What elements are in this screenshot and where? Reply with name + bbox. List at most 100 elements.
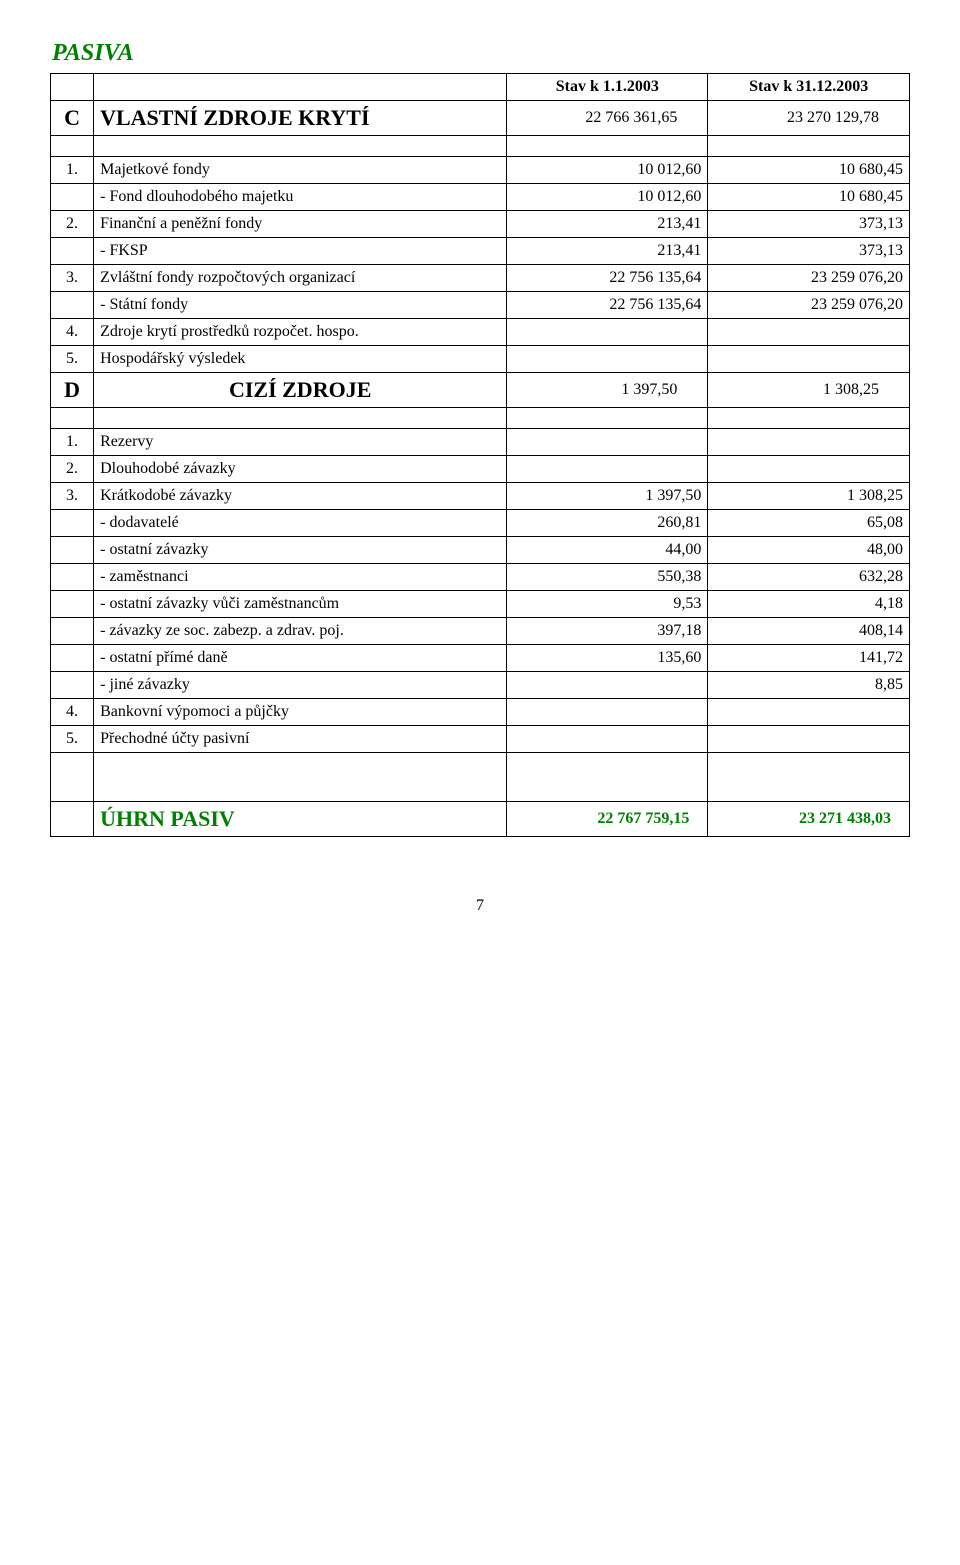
row-value-1 [507,699,708,726]
row-value-1: 10 012,60 [507,184,708,211]
row-value-2: 23 259 076,20 [708,265,910,292]
total-row: ÚHRN PASIV 22 767 759,15 23 271 438,03 [51,802,910,837]
row-number: 3. [51,265,94,292]
row-value-1: 397,18 [507,618,708,645]
header-empty-2 [94,74,507,101]
row-value-1: 135,60 [507,645,708,672]
balance-table: Stav k 1.1.2003 Stav k 31.12.2003 C VLAS… [50,73,910,837]
section-d-label: CIZÍ ZDROJE [94,373,507,408]
row-value-1 [507,726,708,753]
row-value-2 [708,319,910,346]
table-row: - Státní fondy22 756 135,6423 259 076,20 [51,292,910,319]
row-value-1 [507,456,708,483]
table-row: 4.Zdroje krytí prostředků rozpočet. hosp… [51,319,910,346]
row-value-2: 65,08 [708,510,910,537]
spacer-row [51,408,910,429]
table-row: - ostatní závazky vůči zaměstnancům9,534… [51,591,910,618]
header-col-1: Stav k 1.1.2003 [507,74,708,101]
row-number [51,238,94,265]
row-value-2: 10 680,45 [708,184,910,211]
row-number [51,510,94,537]
row-value-2: 1 308,25 [708,483,910,510]
table-row: - jiné závazky 8,85 [51,672,910,699]
section-c-label: VLASTNÍ ZDROJE KRYTÍ [94,101,507,136]
header-col-2: Stav k 31.12.2003 [708,74,910,101]
page: PASIVA Stav k 1.1.2003 Stav k 31.12.2003… [50,40,910,915]
row-number [51,537,94,564]
row-label: - závazky ze soc. zabezp. a zdrav. poj. [94,618,507,645]
table-header-row: Stav k 1.1.2003 Stav k 31.12.2003 [51,74,910,101]
spacer-row [51,136,910,157]
row-label: Hospodářský výsledek [94,346,507,373]
row-value-1: 213,41 [507,238,708,265]
row-value-2: 373,13 [708,238,910,265]
row-number: 2. [51,456,94,483]
row-value-1: 550,38 [507,564,708,591]
row-label: Přechodné účty pasivní [94,726,507,753]
row-label: Zvláštní fondy rozpočtových organizací [94,265,507,292]
row-value-1: 10 012,60 [507,157,708,184]
row-value-2 [708,456,910,483]
row-value-2: 141,72 [708,645,910,672]
spacer-row [51,753,910,802]
table-row: 5.Přechodné účty pasivní [51,726,910,753]
total-v1: 22 767 759,15 [507,802,708,837]
row-value-2: 632,28 [708,564,910,591]
table-row: - ostatní přímé daně135,60141,72 [51,645,910,672]
row-label: - ostatní závazky [94,537,507,564]
total-empty [51,802,94,837]
section-d-v2: 1 308,25 [708,373,910,408]
header-empty-1 [51,74,94,101]
row-value-2 [708,699,910,726]
row-value-2: 8,85 [708,672,910,699]
row-label: Krátkodobé závazky [94,483,507,510]
row-value-2 [708,429,910,456]
row-label: - dodavatelé [94,510,507,537]
row-value-2: 23 259 076,20 [708,292,910,319]
total-v2: 23 271 438,03 [708,802,910,837]
row-value-1: 22 756 135,64 [507,292,708,319]
row-number [51,292,94,319]
row-label: - ostatní přímé daně [94,645,507,672]
table-row: 5.Hospodářský výsledek [51,346,910,373]
row-label: Dlouhodobé závazky [94,456,507,483]
section-c-letter: C [51,101,94,136]
row-value-2: 4,18 [708,591,910,618]
row-value-2: 373,13 [708,211,910,238]
row-value-1: 22 756 135,64 [507,265,708,292]
row-label: - Fond dlouhodobého majetku [94,184,507,211]
table-row: 4.Bankovní výpomoci a půjčky [51,699,910,726]
table-row: - ostatní závazky44,0048,00 [51,537,910,564]
table-row: - dodavatelé260,8165,08 [51,510,910,537]
table-row: 3.Krátkodobé závazky1 397,501 308,25 [51,483,910,510]
row-number: 2. [51,211,94,238]
section-d-v1: 1 397,50 [507,373,708,408]
row-value-2 [708,726,910,753]
table-row: - závazky ze soc. zabezp. a zdrav. poj.3… [51,618,910,645]
row-value-2 [708,346,910,373]
section-d-row: D CIZÍ ZDROJE 1 397,50 1 308,25 [51,373,910,408]
row-label: - jiné závazky [94,672,507,699]
section-c-v1: 22 766 361,65 [507,101,708,136]
page-title: PASIVA [52,40,910,67]
row-number: 1. [51,429,94,456]
row-value-1: 9,53 [507,591,708,618]
table-row: - Fond dlouhodobého majetku10 012,6010 6… [51,184,910,211]
row-number [51,618,94,645]
row-number: 4. [51,699,94,726]
table-row: 2.Finanční a peněžní fondy213,41373,13 [51,211,910,238]
row-number: 3. [51,483,94,510]
row-label: Rezervy [94,429,507,456]
table-row: 3.Zvláštní fondy rozpočtových organizací… [51,265,910,292]
table-row: 2.Dlouhodobé závazky [51,456,910,483]
row-number: 4. [51,319,94,346]
row-label: - Státní fondy [94,292,507,319]
row-value-1: 213,41 [507,211,708,238]
table-row: - FKSP213,41373,13 [51,238,910,265]
row-value-2: 408,14 [708,618,910,645]
row-label: Majetkové fondy [94,157,507,184]
row-label: - ostatní závazky vůči zaměstnancům [94,591,507,618]
table-row: 1.Rezervy [51,429,910,456]
row-label: Bankovní výpomoci a půjčky [94,699,507,726]
row-number: 5. [51,346,94,373]
